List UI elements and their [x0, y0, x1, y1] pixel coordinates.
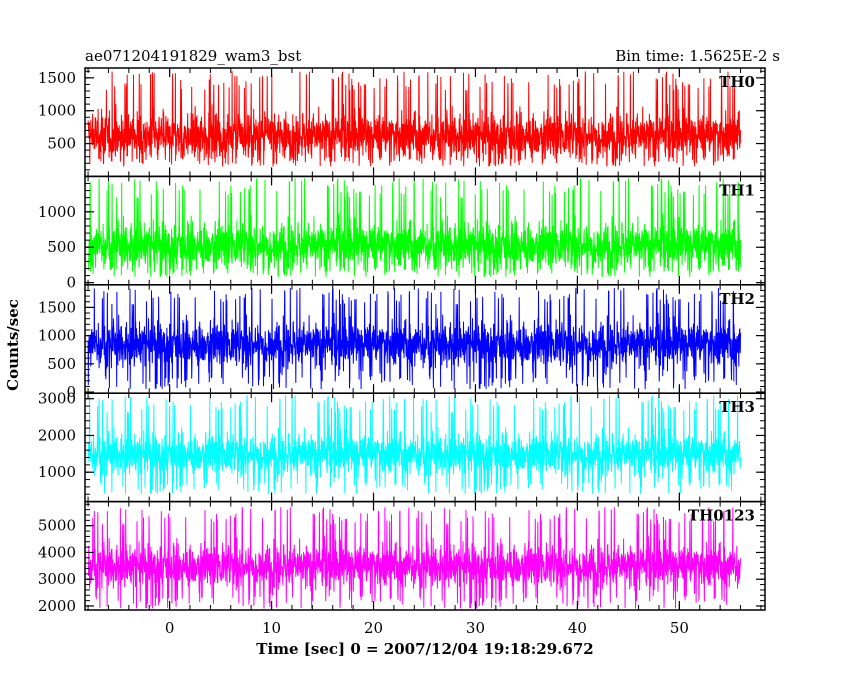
y-tick-label: 500: [47, 135, 76, 153]
x-tick-label: 20: [364, 619, 383, 637]
y-tick-label: 1500: [38, 298, 76, 316]
series-line-th1: [87, 178, 741, 277]
y-axis-label: Counts/sec: [4, 299, 22, 391]
series-label: TH1: [719, 181, 755, 199]
y-tick-label: 2000: [38, 597, 76, 615]
y-tick-label: 1000: [38, 203, 76, 221]
series-label: TH0123: [688, 507, 755, 525]
y-tick-label: 500: [47, 238, 76, 256]
series-line-th0: [87, 71, 741, 167]
y-tick-label: 500: [47, 355, 76, 373]
y-tick-label: 1000: [38, 463, 76, 481]
y-tick-label: 1000: [38, 327, 76, 345]
y-tick-label: 1500: [38, 69, 76, 87]
panel-4: 1000 2000 3000 TH3: [38, 390, 766, 503]
y-tick-label: 5000: [38, 517, 76, 535]
x-tick-label: 40: [568, 619, 587, 637]
y-tick-label: 0: [66, 383, 76, 401]
x-tick-label: 10: [262, 619, 281, 637]
y-tick-label: 1000: [38, 102, 76, 120]
y-tick-label: 3000: [38, 390, 76, 408]
bin-time-label: Bin time: 1.5625E-2 s: [615, 47, 780, 65]
panel-1: 500 1000 1500 TH0: [38, 67, 766, 178]
panels: 500 1000 1500 TH0 0 500 1000 TH1 0 500 1000 1500 TH2…: [38, 67, 766, 615]
y-tick-label: 2000: [38, 426, 76, 444]
series-label: TH0: [719, 73, 755, 91]
panel-2: 0 500 1000 TH1: [38, 175, 766, 292]
x-tick-label: 0: [165, 619, 175, 637]
panel-3: 0 500 1000 1500 TH2: [38, 284, 766, 401]
series-line-th3: [87, 395, 741, 495]
x-tick-label: 30: [466, 619, 485, 637]
y-tick-label: 3000: [38, 570, 76, 588]
series-line-th2: [87, 287, 741, 390]
plot-title: ae071204191829_wam3_bst: [85, 47, 301, 65]
x-axis: 0 10 20 30 40 50: [165, 619, 689, 637]
panel-5: 2000 3000 4000 5000 TH0123: [38, 500, 766, 615]
y-tick-label: 4000: [38, 543, 76, 561]
series-label: TH3: [719, 398, 755, 416]
series-label: TH2: [719, 290, 755, 308]
y-tick-label: 0: [66, 274, 76, 292]
x-tick-label: 50: [670, 619, 689, 637]
x-axis-label: Time [sec] 0 = 2007/12/04 19:18:29.672: [256, 640, 593, 658]
series-line-th0123: [87, 507, 741, 609]
panel-frame: [84, 500, 766, 611]
